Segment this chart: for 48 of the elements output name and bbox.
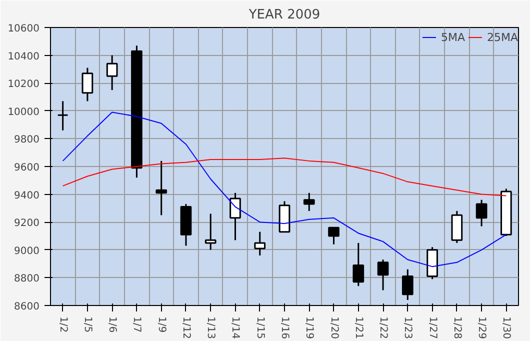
y-tick-label: 8800	[14, 274, 40, 285]
x-tick-label: 1/19	[304, 316, 315, 339]
x-tick-label: 1/2	[57, 316, 68, 333]
y-tick-label: 10600	[8, 24, 40, 34]
x-tick-label: 1/23	[402, 316, 414, 339]
x-tick-label: 1/16	[279, 316, 290, 339]
y-tick-label: 9200	[14, 218, 40, 230]
line-series	[62, 112, 507, 268]
candlestick	[106, 54, 118, 91]
x-tick-label: 1/6	[106, 316, 118, 333]
candlestick	[328, 226, 340, 246]
x-tick-label: 1/20	[328, 316, 340, 339]
candlestick	[476, 199, 488, 228]
y-tick-label: 9800	[14, 134, 40, 146]
x-tick-label: 1/29	[476, 316, 488, 339]
y-tick-label: 10000	[8, 106, 40, 118]
candlestick	[230, 192, 241, 241]
y-tick-label: 9400	[14, 190, 40, 202]
line-series	[62, 158, 507, 196]
candlestick	[377, 258, 389, 291]
x-tick-label: 1/12	[180, 316, 192, 339]
candlestick	[82, 67, 94, 102]
candlestick	[303, 192, 315, 212]
candlestick	[204, 213, 216, 251]
x-tick-label: 1/7	[131, 316, 142, 333]
x-tick-label: 1/5	[82, 316, 93, 333]
y-tick-label: 9000	[14, 246, 40, 257]
x-tick-label: 1/15	[254, 316, 266, 339]
y-tick-label: 10400	[8, 51, 40, 62]
candlestick	[402, 268, 414, 301]
legend-label: 5MA	[440, 30, 465, 44]
chart-title: YEAR 2009	[248, 8, 320, 22]
y-tick-label: 8600	[14, 302, 40, 312]
x-tick-label: 1/27	[426, 316, 438, 339]
x-tick-label: 1/13	[205, 316, 216, 339]
y-tick-label: 10200	[8, 79, 40, 90]
legend-label: 25MA	[486, 30, 518, 44]
candlestick	[254, 231, 266, 256]
x-tick-label: 1/22	[378, 316, 389, 339]
candlestick	[156, 160, 168, 216]
x-tick-label: 1/14	[230, 316, 241, 339]
y-tick-label: 9600	[14, 162, 40, 174]
candlestick	[57, 100, 68, 132]
x-tick-label: 1/21	[352, 316, 364, 339]
x-tick-label: 1/9	[156, 316, 167, 333]
x-tick-label: 1/28	[451, 316, 462, 339]
x-tick-label: 1/30	[500, 316, 512, 339]
candlestick	[352, 242, 364, 287]
